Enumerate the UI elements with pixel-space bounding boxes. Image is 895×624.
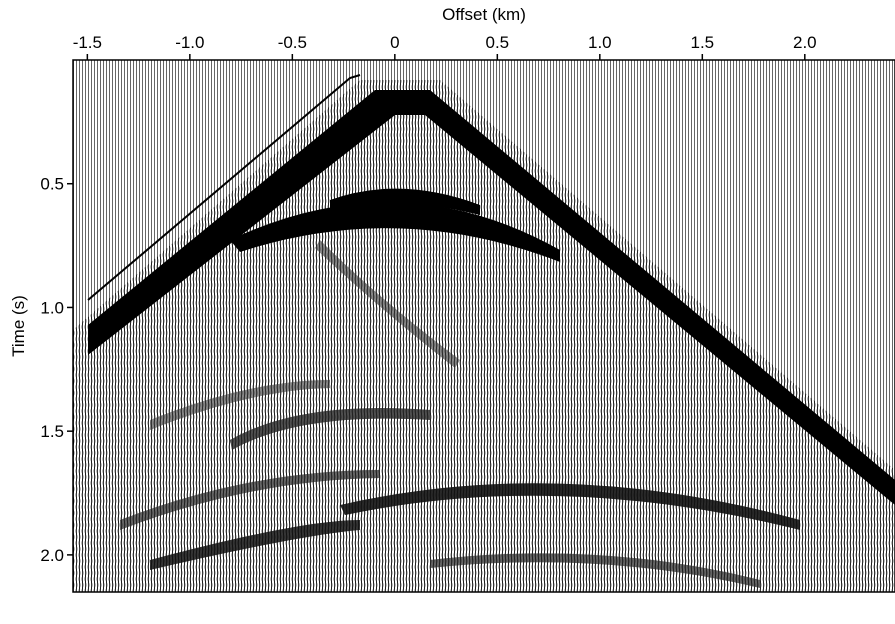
y-axis-label: Time (s) xyxy=(9,295,28,357)
x-tick-label: 1.5 xyxy=(690,33,714,52)
y-tick-label: 1.5 xyxy=(40,422,64,441)
plot-frame xyxy=(72,59,895,593)
x-tick-label: -1.0 xyxy=(175,33,204,52)
x-tick-label: 2.0 xyxy=(793,33,817,52)
x-tick-label: 0 xyxy=(390,33,399,52)
y-tick-label: 1.0 xyxy=(40,298,64,317)
x-tick-label: -1.5 xyxy=(73,33,102,52)
x-axis-label: Offset (km) xyxy=(442,5,526,24)
y-tick-label: 2.0 xyxy=(40,546,64,565)
wiggle-traces xyxy=(73,60,895,592)
x-tick-label: 0.5 xyxy=(486,33,510,52)
y-tick-label: 0.5 xyxy=(40,175,64,194)
x-tick-label: 1.0 xyxy=(588,33,612,52)
x-tick-label: -0.5 xyxy=(278,33,307,52)
